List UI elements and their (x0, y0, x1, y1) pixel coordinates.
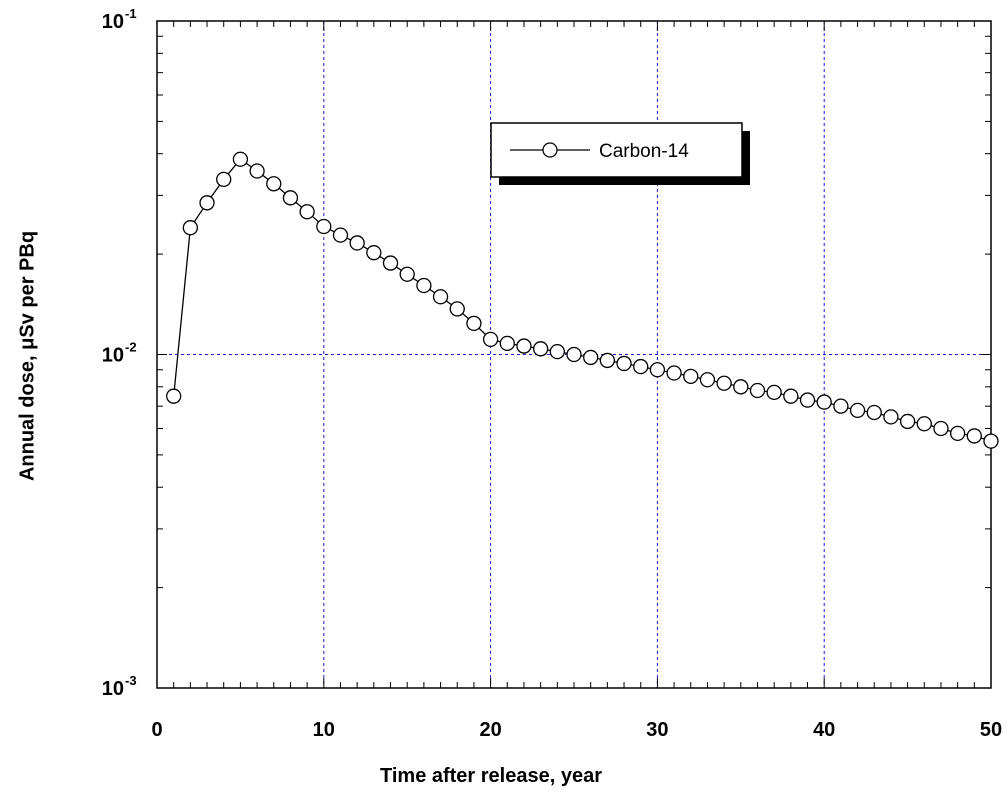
data-point (949, 425, 966, 442)
data-point (633, 358, 649, 375)
series-markers (166, 151, 999, 449)
data-point (382, 255, 399, 271)
y-tick-label-exp: -3 (125, 673, 137, 688)
data-point (549, 343, 565, 360)
legend-marker (542, 142, 558, 158)
data-point (199, 195, 215, 211)
data-point (466, 315, 482, 331)
data-point (399, 266, 415, 282)
y-tick-labels: 10-110-210-3 (102, 6, 137, 700)
data-point (316, 218, 332, 235)
data-point (766, 384, 782, 401)
data-point (583, 349, 599, 366)
data-point (733, 379, 749, 395)
data-point (432, 289, 449, 305)
data-point (799, 392, 816, 408)
data-point (532, 341, 549, 357)
data-point (416, 277, 432, 294)
data-point (332, 227, 349, 243)
x-tick-label-20: 20 (479, 719, 501, 741)
x-axis-label: Time after release, year (379, 765, 603, 787)
x-tick-label-10: 10 (313, 719, 335, 741)
data-point (866, 404, 882, 421)
x-tick-labels: 0 10 20 30 40 50 (151, 719, 1002, 741)
data-point (282, 190, 299, 206)
data-point (449, 301, 465, 317)
data-point (232, 151, 249, 167)
data-point (816, 394, 832, 410)
data-point (616, 355, 632, 372)
data-point (499, 335, 515, 352)
data-point (166, 388, 182, 404)
data-point (933, 420, 949, 437)
data-point (916, 416, 932, 432)
y-tick-label-base: 10 (102, 678, 124, 700)
data-point (249, 163, 265, 179)
y-axis-label-mu: μ (16, 337, 39, 350)
x-tick-label-50: 50 (980, 719, 1002, 741)
data-point (983, 433, 999, 449)
data-point (749, 382, 766, 399)
data-point (899, 413, 916, 430)
y-tick-label-base: 10 (102, 11, 124, 33)
y-tick-label-base: 10 (102, 345, 124, 367)
data-point (566, 346, 582, 363)
data-point (366, 245, 382, 261)
data-point (666, 365, 682, 381)
data-point (182, 220, 199, 236)
data-point (349, 235, 365, 251)
y-axis-label-suffix: Sv per PBq (16, 230, 39, 338)
data-point (783, 388, 799, 404)
data-point (299, 204, 315, 220)
data-point (833, 398, 849, 414)
data-point (966, 428, 982, 444)
data-point (699, 372, 716, 388)
y-tick-label-exp: -1 (125, 6, 137, 21)
data-point (716, 375, 732, 391)
data-point (683, 368, 699, 384)
y-axis-label: Annual dose, μSv per PBq (17, 231, 40, 481)
plot-frame (156, 20, 992, 689)
y-axis-label-prefix: Annual dose, (16, 349, 39, 482)
data-point (599, 352, 616, 369)
data-point (266, 176, 282, 192)
axis-ticks (157, 21, 991, 688)
data-point (216, 171, 232, 188)
legend-label: Carbon-14 (599, 141, 689, 162)
data-point (516, 338, 532, 354)
data-point (849, 402, 866, 419)
y-tick-label-exp: -2 (125, 340, 137, 355)
x-tick-label-0: 0 (151, 719, 162, 741)
legend: Carbon-14 (490, 122, 750, 185)
data-point (649, 362, 666, 378)
data-point (883, 409, 899, 425)
x-tick-label-30: 30 (646, 719, 668, 741)
data-point (482, 331, 499, 348)
x-tick-label-40: 40 (813, 719, 835, 741)
